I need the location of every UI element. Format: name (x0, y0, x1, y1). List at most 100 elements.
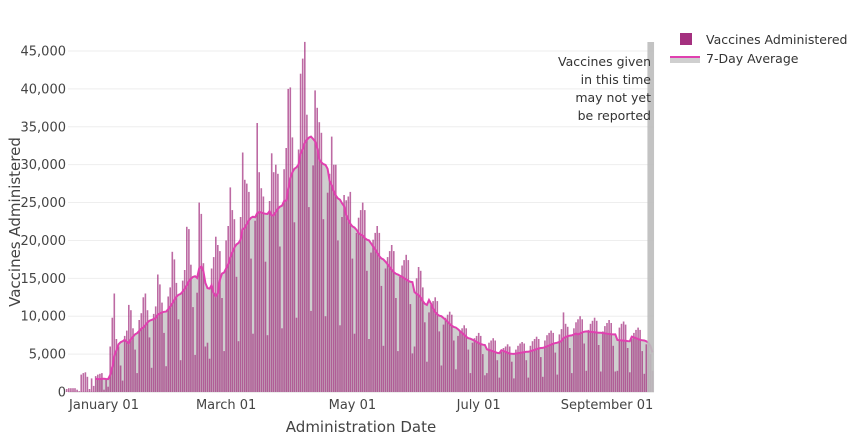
x-tick-label: January 01 (68, 398, 139, 413)
bar (399, 276, 401, 392)
bar (502, 348, 505, 392)
bar (451, 314, 453, 392)
bar (569, 348, 571, 392)
bar (444, 317, 447, 392)
bar (285, 148, 287, 392)
bar (248, 191, 250, 392)
bar (573, 328, 575, 392)
bar (506, 344, 509, 392)
bar (337, 240, 339, 392)
bar (552, 332, 554, 392)
bar (424, 322, 426, 392)
bar (589, 323, 592, 392)
bar (179, 360, 182, 392)
bar (314, 90, 316, 393)
y-tick-label: 40,000 (21, 82, 67, 97)
bar (146, 310, 149, 392)
bar (221, 298, 223, 392)
bar (318, 122, 321, 392)
bar (511, 361, 513, 392)
bar (515, 349, 517, 392)
bar (366, 270, 368, 392)
bar (355, 232, 358, 392)
bar (113, 293, 116, 392)
bar (523, 343, 525, 392)
bar (517, 345, 519, 392)
bar (612, 345, 614, 392)
bar (368, 339, 370, 392)
bar (105, 379, 107, 392)
bar (531, 341, 534, 392)
legend-item-vaccines-administered[interactable]: Vaccines Administered (680, 32, 847, 47)
x-axis-ticks: January 01 March 01 May 01 July 01 September… (68, 398, 653, 413)
bar (624, 324, 627, 392)
bar (548, 332, 550, 392)
bar (587, 329, 590, 392)
bar (260, 188, 263, 392)
bar (500, 351, 503, 392)
bar (488, 342, 490, 392)
bar (566, 326, 569, 392)
bar (144, 293, 147, 392)
bar (626, 348, 629, 392)
bar (177, 319, 180, 392)
bar (196, 292, 198, 392)
bar (275, 164, 277, 392)
annotation-line: Vaccines given (558, 54, 651, 69)
bar (535, 336, 538, 392)
bar (448, 311, 451, 392)
y-tick-label: 30,000 (21, 158, 67, 173)
bar (442, 324, 445, 392)
bar (486, 373, 488, 392)
bar (428, 312, 430, 392)
x-tick-label: March 01 (196, 398, 256, 413)
bars-layer (65, 41, 654, 393)
bar (90, 378, 93, 392)
bar (370, 252, 372, 392)
bar (397, 351, 399, 392)
bar (279, 246, 281, 392)
bar (546, 335, 548, 392)
bar (322, 219, 325, 392)
bar (455, 369, 457, 392)
bar (351, 258, 354, 392)
bar (492, 338, 494, 392)
bar (562, 312, 565, 392)
bar (446, 314, 449, 392)
y-tick-label: 20,000 (21, 234, 67, 249)
bar (550, 330, 552, 392)
bar (142, 297, 145, 392)
bar (604, 326, 606, 392)
bar (558, 334, 561, 392)
bar (339, 325, 341, 392)
bar (123, 335, 126, 392)
bar (310, 310, 312, 392)
bar (270, 153, 273, 392)
bar (614, 371, 617, 392)
bar (132, 328, 134, 392)
bar (297, 149, 300, 392)
bar (82, 373, 85, 392)
bar (223, 351, 225, 392)
bar (227, 226, 229, 392)
bar (70, 388, 72, 392)
bar (101, 373, 103, 392)
bar (436, 301, 439, 392)
bar (94, 376, 97, 392)
bar (465, 328, 467, 392)
bar (219, 251, 221, 392)
bar (477, 332, 480, 392)
bar (250, 258, 252, 392)
bar (268, 201, 271, 392)
bar (349, 191, 352, 392)
reporting-lag-region (647, 42, 655, 392)
bar (591, 320, 594, 392)
bar (430, 304, 432, 392)
legend-bar-swatch (680, 33, 692, 45)
bar (109, 346, 111, 392)
bar (471, 342, 474, 392)
bar (376, 226, 378, 392)
bar (163, 332, 165, 392)
bar (175, 282, 178, 392)
legend-item-7-day-average[interactable]: 7-Day Average (670, 51, 799, 66)
